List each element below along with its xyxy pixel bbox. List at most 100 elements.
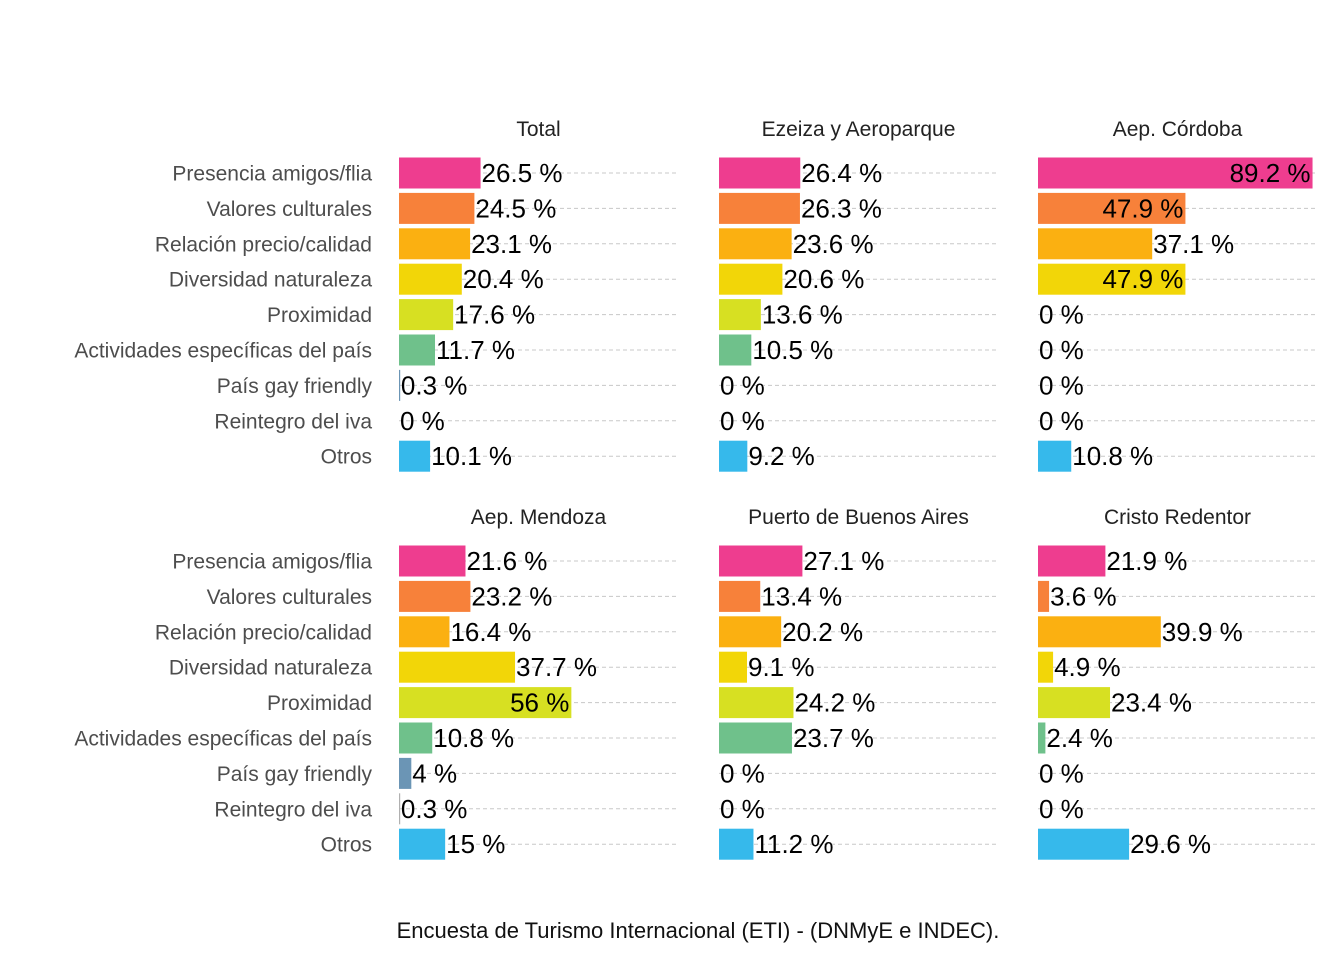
panel-title: Aep. Córdoba (1113, 118, 1243, 141)
panel-puerto-de-buenos-aires: Puerto de Buenos Aires 27.1 % 13.4 % 20.2 %… (719, 506, 996, 860)
bar-reintegro-del-iva (399, 793, 401, 825)
panel-title: Cristo Redentor (1104, 506, 1251, 529)
bar-actividades-especificas-del-pais (719, 334, 752, 366)
category-label: Presencia amigos/flia (172, 551, 372, 574)
bar-presencia-amigos-flia (719, 157, 801, 189)
bar-valores-culturales (1038, 192, 1186, 224)
data-label: 26.5 % (482, 158, 563, 188)
data-label: 13.6 % (762, 300, 843, 330)
bar-proximidad (719, 687, 794, 719)
category-label: Proximidad (267, 692, 372, 715)
data-label: 39.9 % (1162, 617, 1243, 647)
bar-proximidad (399, 299, 454, 331)
category-label: Presencia amigos/flia (172, 163, 372, 186)
bar-valores-culturales (399, 580, 471, 612)
data-label: 2.4 % (1046, 723, 1113, 753)
data-label: 23.7 % (793, 723, 874, 753)
bar-otros (1038, 828, 1130, 860)
bar-proximidad (1038, 687, 1111, 719)
bar-proximidad (719, 299, 761, 331)
category-label: Valores culturales (207, 586, 372, 609)
bar-diversidad-naturaleza (719, 651, 748, 683)
data-label: 10.8 % (1072, 441, 1153, 471)
data-label: 29.6 % (1130, 829, 1211, 859)
data-label: 0 % (720, 758, 765, 788)
bar-presencia-amigos-flia (399, 545, 466, 577)
data-label: 3.6 % (1050, 581, 1117, 611)
data-label: 16.4 % (450, 617, 531, 647)
data-label: 24.2 % (794, 688, 875, 718)
bar-otros (1038, 440, 1072, 472)
bar-diversidad-naturaleza (399, 263, 462, 295)
data-label: 56 % (510, 688, 569, 718)
category-label: Valores culturales (207, 198, 372, 221)
data-label: 0 % (1039, 370, 1084, 400)
data-label: 15 % (446, 829, 505, 859)
bar-relacion-precio-calidad (399, 616, 450, 648)
data-label: 0 % (1039, 758, 1084, 788)
data-label: 13.4 % (761, 581, 842, 611)
data-label: 37.7 % (516, 652, 597, 682)
data-label: 9.1 % (748, 652, 815, 682)
data-label: 21.9 % (1106, 546, 1187, 576)
bar-valores-culturales (1038, 580, 1050, 612)
panel-title: Puerto de Buenos Aires (748, 506, 969, 529)
data-label: 23.6 % (793, 229, 874, 259)
data-label: 23.1 % (471, 229, 552, 259)
data-label: 10.8 % (433, 723, 514, 753)
data-label: 20.6 % (783, 264, 864, 294)
panel-title: Aep. Mendoza (471, 506, 607, 529)
data-label: 0 % (720, 370, 765, 400)
data-label: 17.6 % (454, 300, 535, 330)
bar-presencia-amigos-flia (399, 157, 481, 189)
bar-actividades-especificas-del-pais (1038, 722, 1046, 754)
bar-diversidad-naturaleza (719, 263, 783, 295)
panel-title: Total (516, 118, 560, 141)
category-label: Otros (321, 446, 372, 469)
panel-ezeiza-y-aeroparque: Ezeiza y Aeroparque 26.4 % 26.3 % 23.6 % 20.… (719, 118, 996, 472)
data-label: 26.3 % (801, 193, 882, 223)
data-label: 26.4 % (801, 158, 882, 188)
data-label: 9.2 % (748, 441, 815, 471)
data-label: 47.9 % (1102, 193, 1183, 223)
bar-relacion-precio-calidad (719, 228, 792, 260)
category-label: Relación precio/calidad (155, 621, 372, 644)
data-label: 10.5 % (752, 335, 833, 365)
bar-actividades-especificas-del-pais (719, 722, 792, 754)
bar-diversidad-naturaleza (1038, 651, 1054, 683)
category-label: Proximidad (267, 304, 372, 327)
data-label: 0.3 % (401, 794, 468, 824)
data-label: 0 % (720, 794, 765, 824)
bar-diversidad-naturaleza (1038, 263, 1186, 295)
bar-otros (719, 828, 754, 860)
panel-total: Total Presencia amigos/flia 26.5 % Valores … (74, 118, 676, 472)
data-label: 0 % (720, 406, 765, 436)
data-label: 47.9 % (1102, 264, 1183, 294)
chart-caption: Encuesta de Turismo Internacional (ETI) … (396, 918, 1000, 943)
data-label: 4 % (412, 758, 457, 788)
data-label: 0 % (1039, 406, 1084, 436)
category-label: Diversidad naturaleza (169, 269, 372, 292)
data-label: 21.6 % (466, 546, 547, 576)
data-label: 0 % (1039, 335, 1084, 365)
bar-otros (399, 440, 431, 472)
bar-actividades-especificas-del-pais (399, 334, 436, 366)
bar-relacion-precio-calidad (719, 616, 782, 648)
data-label: 23.2 % (471, 581, 552, 611)
bar-proximidad (399, 687, 572, 719)
bar-presencia-amigos-flia (719, 545, 803, 577)
panel-cristo-redentor: Cristo Redentor 21.9 % 3.6 % 39.9 % 4.9 % 23.… (1038, 506, 1315, 860)
bar-presencia-amigos-flia (1038, 157, 1313, 189)
category-label: Actividades específicas del país (74, 340, 372, 363)
data-label: 89.2 % (1230, 158, 1311, 188)
bar-presencia-amigos-flia (1038, 545, 1106, 577)
bar-pais-gay-friendly (399, 369, 401, 401)
bar-pais-gay-friendly (399, 757, 412, 789)
category-label: Relación precio/calidad (155, 233, 372, 256)
category-label: Reintegro del iva (214, 798, 372, 821)
category-label: Diversidad naturaleza (169, 657, 372, 680)
category-label: Actividades específicas del país (74, 728, 372, 751)
bar-otros (719, 440, 748, 472)
data-label: 20.4 % (463, 264, 544, 294)
